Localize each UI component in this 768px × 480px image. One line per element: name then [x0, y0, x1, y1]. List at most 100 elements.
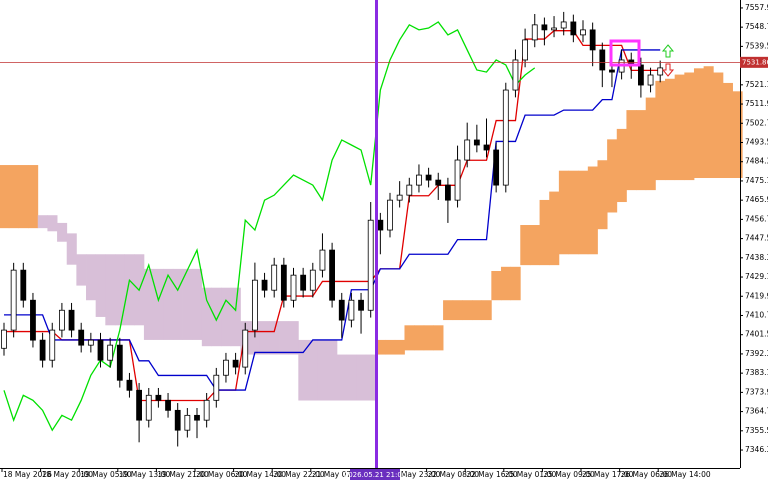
candle-body — [493, 149, 500, 186]
candle-body — [68, 309, 75, 331]
cloud-segment — [558, 170, 569, 255]
cloud-segment — [307, 339, 319, 401]
cloud-segment — [510, 266, 521, 301]
candle-body — [223, 359, 229, 376]
candle-body — [232, 359, 239, 368]
y-tick-label: 7456.70 — [745, 214, 768, 223]
cloud-segment — [298, 339, 309, 401]
cloud-segment — [394, 339, 405, 355]
cloud-segment — [279, 321, 290, 355]
candle-body — [329, 249, 336, 301]
x-tick-label: 25 May 09:00 — [543, 470, 595, 479]
cursor-label-box — [350, 469, 400, 480]
candle-body — [560, 21, 567, 29]
cloud-segment — [230, 287, 241, 347]
candle-body — [416, 174, 422, 186]
candle-body — [425, 174, 432, 181]
x-tick-label: 21 May 07:00 — [312, 470, 364, 479]
candle-body — [599, 49, 606, 71]
y-tick-label: 7539.50 — [745, 41, 768, 50]
cloud-segment — [250, 321, 261, 355]
candle-body — [541, 24, 548, 31]
candle-body — [251, 279, 258, 331]
highlight-box — [609, 39, 641, 67]
candle-body — [242, 329, 249, 368]
cloud-segment — [433, 325, 444, 351]
candle-body — [580, 29, 586, 36]
candle-body — [464, 139, 471, 161]
candle-body — [97, 339, 104, 361]
candle-body — [155, 394, 162, 401]
y-tick-label: 7548.70 — [745, 22, 768, 31]
cloud-segment — [549, 191, 560, 266]
candle-body — [126, 379, 133, 391]
cloud-segment — [114, 254, 126, 326]
x-tick-label: 20 May 22:00 — [273, 470, 325, 479]
cloud-segment — [18, 165, 29, 229]
y-tick-label: 7502.70 — [745, 118, 768, 127]
y-tick-label: 7383.10 — [745, 368, 768, 377]
y-tick-label: 7511.90 — [745, 99, 768, 108]
price-label-box — [740, 56, 768, 68]
candle-body — [59, 309, 65, 331]
x-tick-label: 19 May 13:00 — [119, 470, 171, 479]
x-tick-label: 18 May 20:00 — [42, 470, 94, 479]
axis-layer: 7557.907548.707539.507530.307521.107511.… — [1, 3, 768, 479]
cloud-segment — [626, 110, 637, 191]
candle-body — [512, 59, 519, 91]
candle-body — [184, 414, 191, 431]
price-label: 7531.86 — [742, 58, 768, 66]
cloud-segment — [423, 325, 434, 351]
cloud-segment — [665, 78, 676, 181]
cloud-segment — [597, 160, 608, 230]
cloud-segment — [8, 165, 19, 229]
y-tick-label: 7521.10 — [745, 80, 768, 89]
y-tick-label: 7438.30 — [745, 253, 768, 262]
x-tick-label: 20 May 14:00 — [235, 470, 287, 479]
cloud-segment — [288, 321, 299, 355]
cloud-segment — [578, 170, 589, 255]
candle-body — [531, 24, 538, 41]
y-tick-label: 7373.90 — [745, 387, 768, 396]
cloud-segment — [172, 268, 183, 340]
cloud-segment — [693, 68, 705, 179]
candle-body — [271, 264, 278, 291]
cloud-segment — [520, 225, 531, 266]
cloud-segment — [66, 233, 77, 265]
candle-body — [78, 329, 85, 346]
cloud-segment — [568, 170, 579, 255]
candle-body — [30, 299, 36, 341]
cursor-label: 2026.05.21 21:00 — [344, 471, 406, 479]
candle-body — [280, 264, 287, 301]
candle-body — [338, 299, 345, 321]
cloud-segment — [327, 339, 338, 401]
cloud-segment — [47, 215, 58, 232]
candle-body — [657, 67, 664, 76]
y-tick-label: 7419.90 — [745, 291, 768, 300]
cloud-segment — [607, 139, 618, 213]
cloud-segment — [616, 128, 627, 203]
candle-body — [213, 374, 220, 401]
candle-body — [444, 184, 451, 201]
candle-body — [309, 269, 316, 291]
candle-body — [49, 329, 56, 361]
candle-body — [107, 344, 114, 361]
cloud-segment — [414, 325, 425, 351]
indicator-line — [4, 49, 661, 391]
candle-body — [435, 179, 442, 186]
candle-body — [20, 269, 27, 301]
x-tick-label: 25 May 17:00 — [582, 470, 634, 479]
candle-body — [319, 249, 326, 271]
candle-body — [367, 219, 374, 311]
candle-body — [136, 389, 143, 421]
candle-body — [165, 399, 171, 411]
cloud-segment — [163, 268, 174, 340]
y-tick-label: 7401.50 — [745, 330, 768, 339]
cloud-segment — [192, 268, 203, 340]
cloud-segment — [684, 72, 695, 181]
candle-body — [358, 299, 364, 311]
cloud-segment — [105, 254, 116, 326]
cloud-segment — [57, 222, 68, 242]
indicator-line — [3, 21, 536, 432]
